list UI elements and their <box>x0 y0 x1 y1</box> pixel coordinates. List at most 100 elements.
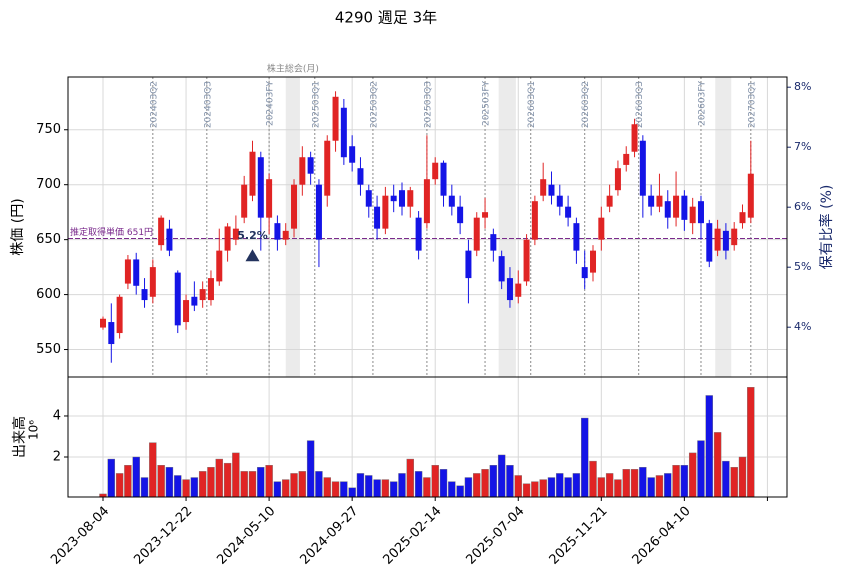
volume-bar <box>265 465 273 498</box>
volume-bar <box>149 442 157 498</box>
volume-bar <box>506 465 514 498</box>
y2-tick-label: 7% <box>794 140 811 153</box>
candle-body <box>465 250 472 279</box>
volume-bar <box>747 387 755 498</box>
volume-bar <box>605 473 614 498</box>
volume-bar <box>680 465 689 498</box>
candle-body <box>224 226 231 251</box>
x-tick-label: 2023-12-22 <box>131 504 195 568</box>
volume-bar <box>456 485 464 498</box>
volume-bar <box>157 465 165 498</box>
y-tick-label: 4 <box>53 408 61 423</box>
candle-body <box>606 195 613 207</box>
volume-bar <box>614 479 622 498</box>
volume-bar <box>306 440 315 498</box>
volume-bar <box>464 477 473 498</box>
x-tick-label: 2026-04-10 <box>630 504 694 568</box>
candle-body <box>116 296 123 334</box>
volume-bar <box>564 477 572 498</box>
candle-body <box>299 157 306 185</box>
volume-bar <box>248 471 257 498</box>
holding-label: 5.2% <box>237 229 268 242</box>
volume-bar <box>282 479 290 498</box>
candle-body <box>357 168 364 185</box>
candle-body <box>307 157 314 174</box>
volume-bar <box>356 473 365 498</box>
candle-body <box>681 195 688 220</box>
volume-bar <box>389 481 398 498</box>
holding-marker <box>245 249 260 262</box>
candle-body <box>739 212 746 224</box>
candle-body <box>498 256 505 282</box>
volume-bar <box>406 458 414 498</box>
report-label: 202503FY <box>482 80 492 126</box>
candle-body <box>274 223 281 240</box>
candle-body <box>523 239 530 282</box>
candle-body <box>174 272 181 326</box>
volume-axis-label: 出来高 <box>11 416 28 458</box>
cost-line-label: 推定取得単価 651円 <box>70 226 153 238</box>
volume-bar <box>323 477 331 498</box>
y-tick-label: 2 <box>53 450 61 465</box>
candle-body <box>706 223 713 262</box>
volume-bar <box>240 471 248 498</box>
candle-body <box>639 140 646 196</box>
candle-body <box>382 195 389 229</box>
candle-body <box>598 217 605 240</box>
candle-body <box>714 228 721 251</box>
volume-bar <box>174 475 182 498</box>
volume-bar <box>182 479 190 498</box>
candle-body <box>614 168 621 191</box>
volume-bar <box>730 467 738 498</box>
report-label: 202603FY <box>697 80 707 126</box>
y-tick-label: 700 <box>36 177 61 192</box>
candle-body <box>515 283 522 297</box>
meeting-band <box>715 77 732 377</box>
candle-body <box>556 195 563 207</box>
volume-bar <box>664 473 672 498</box>
candle-body <box>232 228 239 240</box>
report-label: 202403Q3 <box>203 81 213 128</box>
candle-body <box>257 157 264 218</box>
report-label: 202603Q2 <box>581 81 591 128</box>
chart-title: 4290 週足 3年 <box>335 9 437 27</box>
volume-axes-frame <box>67 376 788 498</box>
candle-body <box>108 322 115 345</box>
report-label: 202403FY <box>266 80 276 126</box>
meeting-band <box>498 77 516 377</box>
candle-body <box>332 96 339 141</box>
volume-offset-label: 10⁶ <box>27 420 41 440</box>
meeting-label: 株主総会(月) <box>267 63 319 75</box>
volume-bar <box>713 432 722 498</box>
volume-bar <box>124 465 132 498</box>
candle-body <box>374 206 381 229</box>
y-tick-label: 550 <box>36 342 61 357</box>
candle-body <box>166 228 173 251</box>
volume-bar <box>722 460 730 498</box>
volume-bar <box>481 469 489 498</box>
report-label: 202503Q1 <box>311 81 321 128</box>
volume-bar <box>539 479 547 498</box>
volume-bar <box>556 473 564 498</box>
volume-bar <box>381 479 390 498</box>
candle-body <box>731 228 738 246</box>
candle-body <box>689 206 696 224</box>
volume-bar <box>107 458 116 498</box>
candle-body <box>631 124 638 152</box>
volume-bar <box>622 469 630 498</box>
y2-tick-label: 8% <box>794 80 811 93</box>
report-label: 202603Q3 <box>635 81 645 128</box>
volume-bar <box>365 475 373 498</box>
y-tick-label: 600 <box>36 287 61 302</box>
volume-bar <box>705 395 713 498</box>
volume-bar <box>414 471 423 498</box>
volume-bar <box>298 471 307 498</box>
candle-body <box>722 230 729 251</box>
volume-bar <box>331 481 340 498</box>
volume-bar <box>132 456 140 498</box>
volume-bar <box>115 473 124 498</box>
x-tick-label: 2025-07-04 <box>464 504 528 568</box>
volume-bar <box>315 471 323 498</box>
volume-bar <box>431 465 439 498</box>
